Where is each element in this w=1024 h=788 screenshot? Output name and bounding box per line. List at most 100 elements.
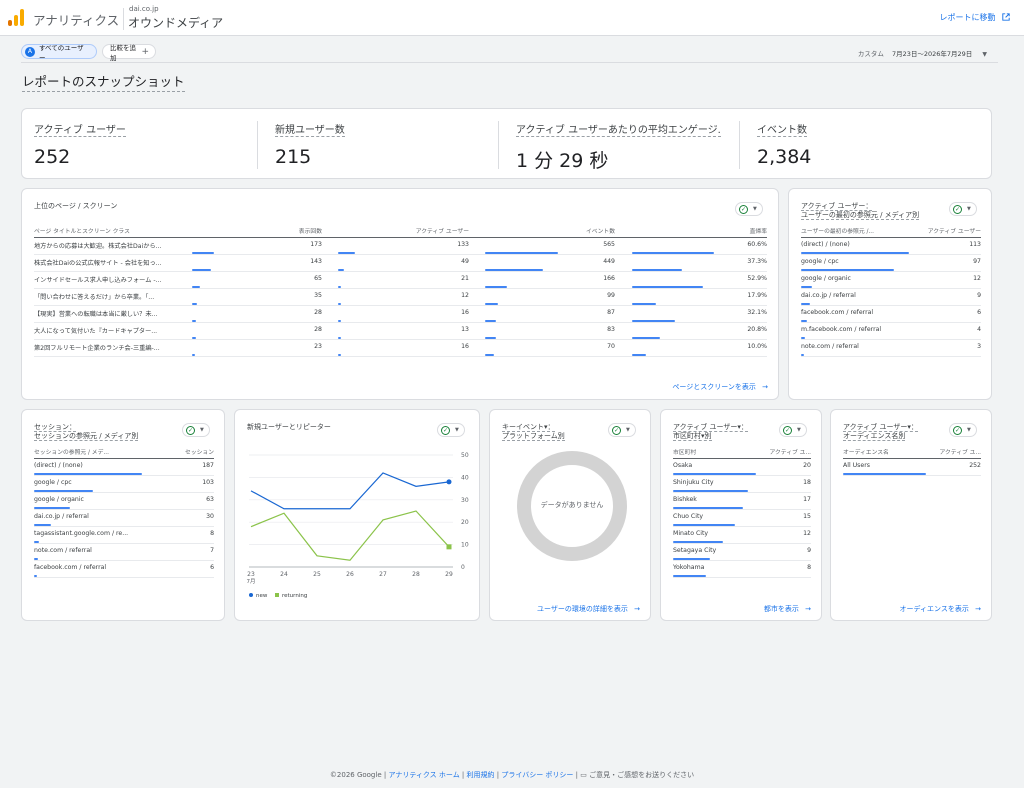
kpi-event-count[interactable]: イベント数 2,384 xyxy=(757,121,967,168)
account-name[interactable]: dai.co.jp xyxy=(129,5,159,13)
table-row[interactable]: google / organic 12 xyxy=(801,272,981,289)
arrow-right-icon: → xyxy=(762,383,768,391)
property-name[interactable]: オウンドメディア xyxy=(128,16,224,30)
bounce-cell: 32.1% xyxy=(747,309,767,316)
kpi-new-users[interactable]: 新規ユーザー数 215 xyxy=(275,121,485,168)
row-value: 103 xyxy=(202,479,214,486)
row-label: Chuo City xyxy=(673,513,704,520)
column-header[interactable]: アクティブ ユ... xyxy=(939,450,981,456)
kpi-divider xyxy=(257,121,258,169)
events-cell: 99 xyxy=(607,292,615,299)
table-row[interactable]: facebook.com / referral 6 xyxy=(801,306,981,323)
column-header[interactable]: 市区町村 xyxy=(673,450,697,456)
bounce-bar xyxy=(632,269,683,271)
add-comparison-button[interactable]: 比較を追加 + xyxy=(102,44,156,62)
card-title: 新規ユーザーとリピーター xyxy=(247,423,331,431)
table-row[interactable]: Shinjuku City 18 xyxy=(673,476,811,493)
users-bar xyxy=(338,320,341,322)
events-bar xyxy=(485,252,559,254)
card-status-button[interactable]: ✓ ▼ xyxy=(437,423,465,437)
segment-chip[interactable]: A すべてのユーザー xyxy=(21,44,97,62)
card-title-line-1: アクティブ ユーザー▾： xyxy=(673,423,748,432)
series-line-returning xyxy=(250,510,450,561)
column-header[interactable]: アクティブ ユ... xyxy=(769,450,811,456)
card-status-button[interactable]: ✓ ▼ xyxy=(949,423,977,437)
kpi-avg-engagement[interactable]: アクティブ ユーザーあたりの平均エンゲージ... 1 分 29 秒 xyxy=(516,121,721,173)
table-row[interactable]: 大人になって気付いた『カードキャプター... 28 13 83 20.8% xyxy=(34,323,767,340)
table-row[interactable]: Bishkek 17 xyxy=(673,493,811,510)
chevron-down-icon: ▼ xyxy=(626,427,630,433)
table-row[interactable]: dai.co.jp / referral 30 xyxy=(34,510,214,527)
column-header[interactable]: 直帰率 xyxy=(749,229,767,235)
table-row[interactable]: 株式会社Daiの公式広報サイト - 会社を知っ... 143 49 449 37.3% xyxy=(34,255,767,272)
card-status-button[interactable]: ✓ ▼ xyxy=(182,423,210,437)
chevron-down-icon: ▼ xyxy=(200,427,204,433)
view-pages-link[interactable]: ページとスクリーンを表示 → xyxy=(672,382,768,392)
privacy-link[interactable]: プライバシー ポリシー xyxy=(501,771,574,779)
bounce-cell: 52.9% xyxy=(747,275,767,282)
empty-donut-chart xyxy=(517,451,627,561)
table-row[interactable]: Chuo City 15 xyxy=(673,510,811,527)
feedback-link[interactable]: ご意見・ご感想をお送りください xyxy=(589,771,695,779)
table-row[interactable]: note.com / referral 7 xyxy=(34,544,214,561)
analytics-home-link[interactable]: アナリティクス ホーム xyxy=(388,771,460,779)
column-header[interactable]: アクティブ ユーザー xyxy=(415,229,469,235)
header-underline xyxy=(801,237,981,238)
row-label: (direct) / (none) xyxy=(801,241,850,248)
analytics-logo-icon[interactable] xyxy=(8,8,24,26)
table-row[interactable]: google / organic 63 xyxy=(34,493,214,510)
terms-link[interactable]: 利用規約 xyxy=(466,771,495,779)
views-cell: 173 xyxy=(310,241,322,248)
column-header[interactable]: ユーザーの最初の参照元 /... xyxy=(801,229,874,235)
column-header[interactable]: イベント数 xyxy=(586,229,615,235)
table-row[interactable]: 第2回フルリモート企業のランチ会-三重編-... 23 16 70 10.0% xyxy=(34,340,767,357)
table-row[interactable]: 「問い合わせに答えるだけ」から卒業。「... 35 12 99 17.9% xyxy=(34,289,767,306)
x-tick-label: 23 xyxy=(247,571,255,578)
column-header[interactable]: オーディエンス名 xyxy=(843,450,889,456)
table-row[interactable]: tagassistant.google.com / re... 8 xyxy=(34,527,214,544)
table-row[interactable]: m.facebook.com / referral 4 xyxy=(801,323,981,340)
view-audiences-link[interactable]: オーディエンスを表示 → xyxy=(900,604,981,614)
column-header[interactable]: セッションの参照元 / メデ... xyxy=(34,450,109,456)
card-status-button[interactable]: ✓ ▼ xyxy=(949,202,977,216)
view-user-env-link[interactable]: ユーザーの環境の詳細を表示 → xyxy=(537,604,640,614)
app-title[interactable]: アナリティクス xyxy=(33,13,120,28)
go-to-report-link[interactable]: レポートに移動 xyxy=(939,12,1010,23)
date-range-picker[interactable]: カスタム 7月23日～2026年7月29日 ▼ xyxy=(858,48,987,58)
table-row[interactable]: (direct) / (none) 187 xyxy=(34,459,214,476)
card-status-button[interactable]: ✓ ▼ xyxy=(779,423,807,437)
row-value: 252 xyxy=(969,462,981,469)
table-row[interactable]: All Users 252 xyxy=(843,459,981,476)
view-cities-link[interactable]: 都市を表示 → xyxy=(764,604,811,614)
table-row[interactable]: (direct) / (none) 113 xyxy=(801,238,981,255)
table-row[interactable]: インサイドセールス求人申し込みフォーム -... 65 21 166 52.9% xyxy=(34,272,767,289)
table-row[interactable]: 地方からの応募は大歓迎。株式会社Daiから... 173 133 565 60.6% xyxy=(34,238,767,255)
copyright: ©2026 Google xyxy=(329,771,382,779)
table-row[interactable]: dai.co.jp / referral 9 xyxy=(801,289,981,306)
row-value: 3 xyxy=(977,343,981,350)
table-row[interactable]: facebook.com / referral 6 xyxy=(34,561,214,578)
column-header[interactable]: 表示回数 xyxy=(298,229,322,235)
row-value: 15 xyxy=(803,513,811,520)
column-header[interactable]: アクティブ ユーザー xyxy=(927,229,981,235)
column-header[interactable]: ページ タイトルとスクリーン クラス xyxy=(34,229,130,235)
card-title: アクティブ ユーザー： ユーザーの最初の参照元 / メディア別 xyxy=(801,202,951,220)
top-pages-card: 上位のページ / スクリーン ✓ ▼ ページ タイトルとスクリーン クラス 表示回… xyxy=(21,188,779,400)
row-label: Bishkek xyxy=(673,496,697,503)
row-bar xyxy=(673,507,744,509)
row-label: All Users xyxy=(843,462,870,469)
table-row[interactable]: note.com / referral 3 xyxy=(801,340,981,357)
table-row[interactable]: 【現実】営業への転職は本当に厳しい？未... 28 16 87 32.1% xyxy=(34,306,767,323)
page-title-cell: 【現実】営業への転職は本当に厳しい？未... xyxy=(34,311,158,318)
kpi-active-users[interactable]: アクティブ ユーザー 252 xyxy=(34,121,244,168)
table-row[interactable]: Osaka 20 xyxy=(673,459,811,476)
table-row[interactable]: Minato City 12 xyxy=(673,527,811,544)
card-status-button[interactable]: ✓ ▼ xyxy=(608,423,636,437)
column-header[interactable]: セッション xyxy=(185,450,214,456)
card-status-button[interactable]: ✓ ▼ xyxy=(735,202,763,216)
line-chart: 0 10 20 30 40 50 23 24 25 26 27 28 29 7月 new returning xyxy=(247,452,469,599)
table-row[interactable]: google / cpc 97 xyxy=(801,255,981,272)
table-row[interactable]: Setagaya City 9 xyxy=(673,544,811,561)
table-row[interactable]: Yokohama 8 xyxy=(673,561,811,578)
table-row[interactable]: google / cpc 103 xyxy=(34,476,214,493)
